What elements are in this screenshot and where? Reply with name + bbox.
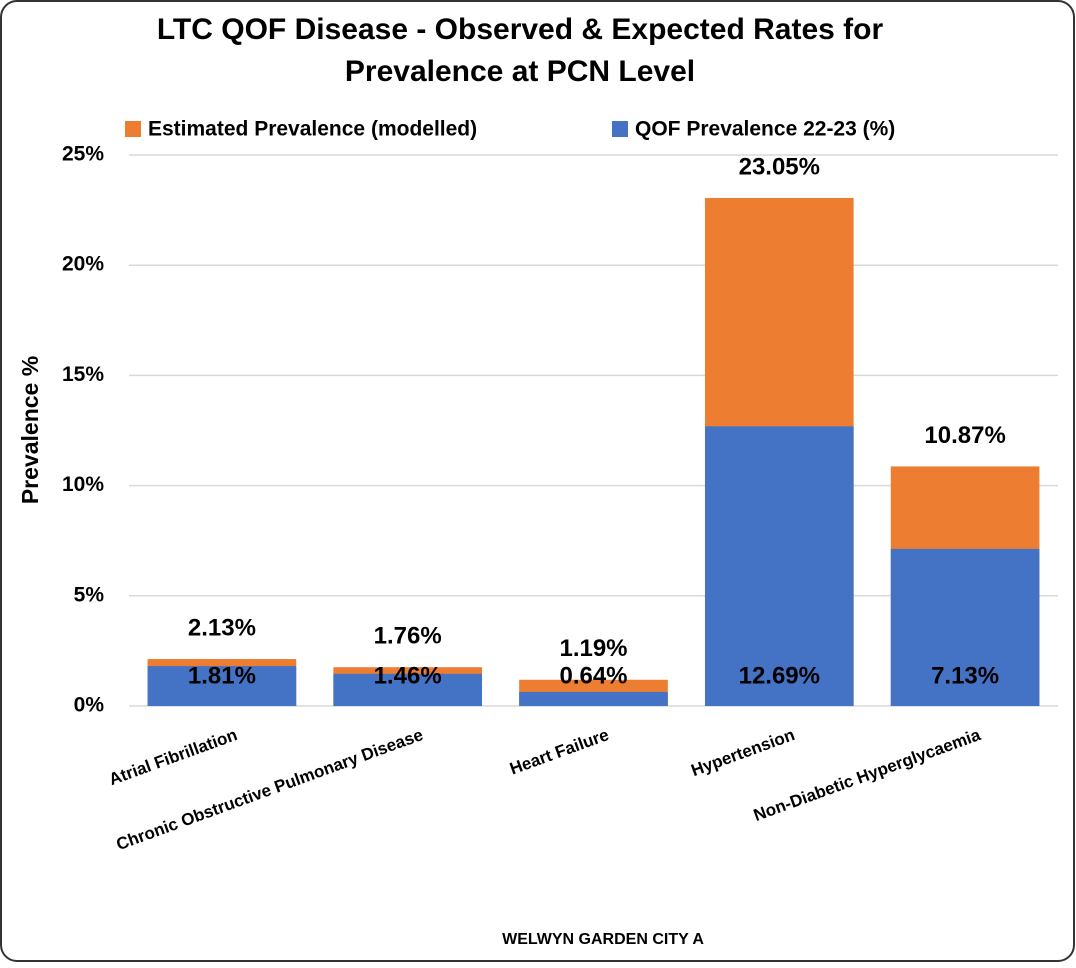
- data-label: 1.76%: [374, 623, 442, 650]
- y-tick-label: 20%: [62, 253, 104, 276]
- bar: [519, 691, 668, 706]
- data-label: 12.69%: [739, 662, 820, 689]
- data-label: 23.05%: [739, 153, 820, 180]
- data-label: 2.13%: [188, 614, 256, 641]
- data-label: 1.19%: [559, 635, 627, 662]
- bar: [704, 426, 854, 706]
- data-label: 0.64%: [559, 662, 627, 689]
- data-label: 10.87%: [924, 422, 1005, 449]
- x-axis-title: WELWYN GARDEN CITY A: [502, 931, 704, 948]
- bar: [147, 666, 297, 706]
- data-label: 1.81%: [188, 662, 256, 689]
- legend-label: QOF Prevalence 22-23 (%): [635, 118, 895, 141]
- y-tick-label: 25%: [62, 143, 104, 166]
- data-label: 7.13%: [931, 662, 999, 689]
- chart-subtitle: Prevalence at PCN Level: [345, 55, 695, 88]
- chart-title: LTC QOF Disease - Observed & Expected Ra…: [157, 13, 884, 46]
- y-axis-title: Prevalence %: [17, 356, 43, 504]
- data-label: 1.46%: [374, 662, 442, 689]
- bar: [333, 673, 483, 706]
- y-tick-label: 5%: [74, 583, 105, 606]
- y-tick-label: 15%: [62, 363, 104, 386]
- legend-swatch: [612, 121, 628, 137]
- y-tick-label: 10%: [62, 473, 104, 496]
- legend-swatch: [125, 121, 141, 137]
- bar: [890, 548, 1040, 706]
- y-tick-label: 0%: [74, 694, 105, 717]
- legend-label: Estimated Prevalence (modelled): [148, 118, 477, 141]
